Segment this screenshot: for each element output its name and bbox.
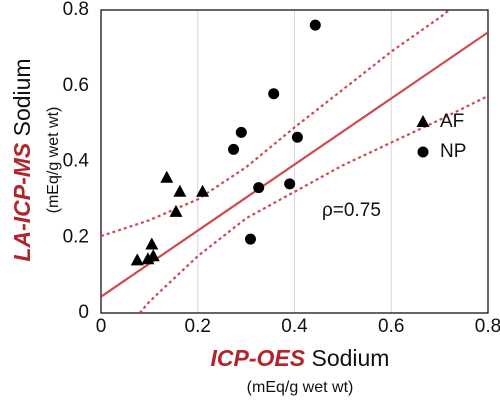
point bbox=[235, 126, 247, 138]
x-tick-label: 0.8 bbox=[475, 316, 500, 337]
point bbox=[169, 204, 183, 217]
x-label-highlight: ICP-OES bbox=[211, 345, 306, 371]
point bbox=[173, 184, 187, 197]
point bbox=[146, 249, 160, 262]
y-label-rest: Sodium bbox=[9, 58, 35, 142]
y-axis-label: LA-ICP-MS Sodium bbox=[9, 58, 35, 261]
point bbox=[160, 170, 174, 183]
x-tick-label: 0.6 bbox=[378, 316, 404, 337]
y-tick-label: 0.6 bbox=[63, 75, 89, 96]
point bbox=[291, 131, 303, 143]
y-tick-label: 0 bbox=[78, 302, 89, 323]
x-tick-label: 0.4 bbox=[281, 316, 308, 337]
x-label-rest: Sodium bbox=[305, 345, 389, 371]
point bbox=[145, 237, 159, 250]
point bbox=[228, 143, 240, 155]
regression-line bbox=[101, 31, 488, 298]
point bbox=[196, 184, 210, 197]
y-tick-label: 0.8 bbox=[63, 0, 89, 20]
x-axis-units: (mEq/g wet wt) bbox=[247, 379, 354, 396]
point bbox=[141, 252, 155, 265]
point bbox=[309, 19, 321, 31]
y-tick-label: 0.4 bbox=[63, 151, 90, 172]
y-tick-label: 0.2 bbox=[63, 226, 89, 247]
y-label-highlight: LA-ICP-MS bbox=[9, 142, 35, 261]
x-tick-label: 0.2 bbox=[185, 316, 211, 337]
legend-label: AF bbox=[440, 111, 464, 132]
x-axis-label: ICP-OES Sodium bbox=[211, 345, 390, 371]
point bbox=[244, 233, 256, 245]
legend-marker bbox=[417, 146, 429, 158]
y-axis-units: (mEq/g wet wt) bbox=[45, 107, 62, 214]
point bbox=[253, 182, 265, 194]
plot-frame bbox=[100, 9, 489, 314]
point bbox=[130, 253, 144, 266]
legend-label: NP bbox=[440, 141, 466, 162]
point bbox=[268, 88, 280, 100]
legend-marker bbox=[416, 115, 430, 127]
annotation: ρ=0.75 bbox=[322, 200, 381, 221]
confidence-band bbox=[101, 10, 450, 238]
x-tick-label: 0 bbox=[96, 316, 107, 337]
point bbox=[284, 178, 296, 190]
confidence-band bbox=[138, 94, 488, 313]
